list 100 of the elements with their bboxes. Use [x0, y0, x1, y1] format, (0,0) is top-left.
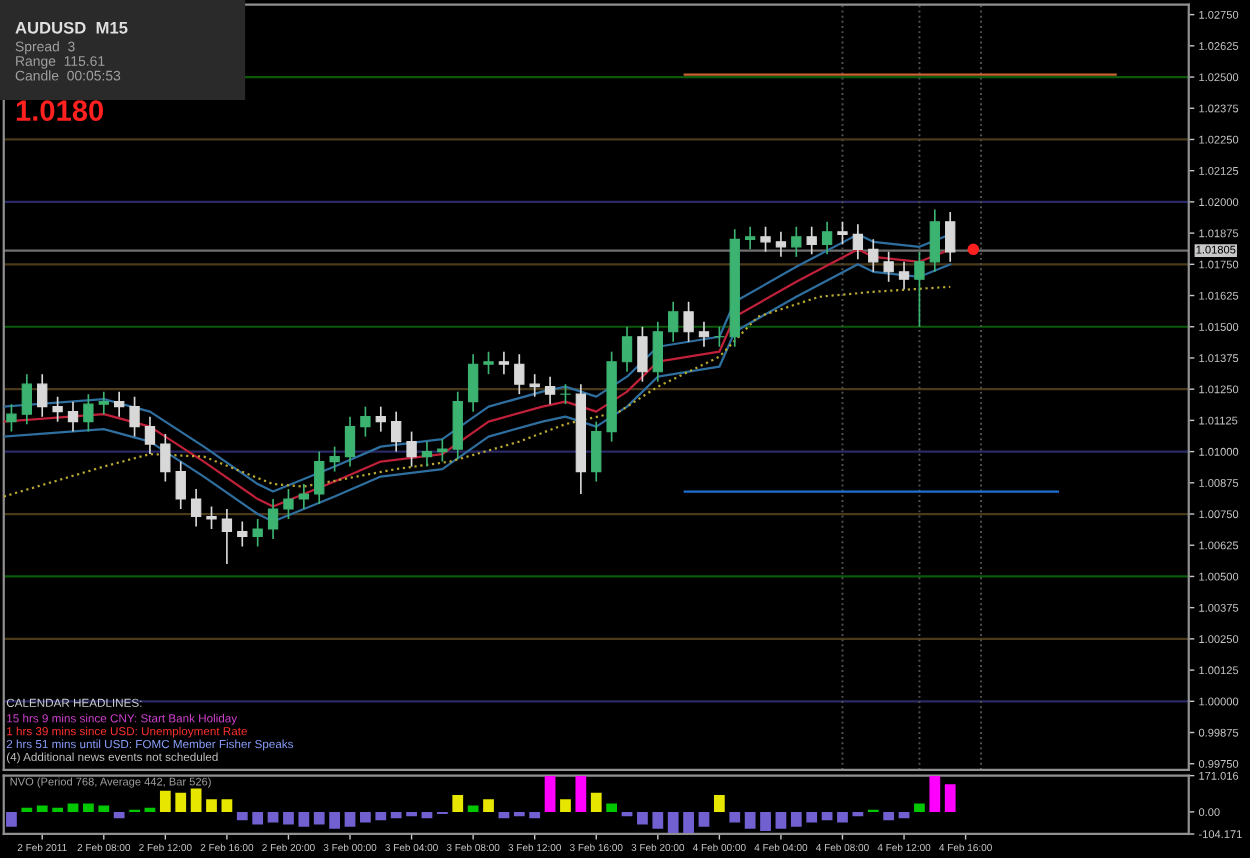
bar [698, 811, 710, 827]
bar [98, 805, 110, 812]
candlestick [775, 231, 787, 258]
bar [914, 803, 925, 812]
candlestick [298, 483, 310, 510]
bar [298, 811, 310, 827]
bar [790, 811, 802, 827]
candlestick [190, 488, 202, 528]
bar [637, 811, 648, 825]
annotation: AUDUSD M15 [15, 21, 128, 34]
candlestick [129, 395, 140, 438]
candlestick [560, 383, 571, 405]
candlestick [714, 325, 725, 348]
candlestick [437, 438, 448, 463]
bar [713, 794, 725, 812]
bar [760, 811, 771, 831]
line-series [3, 285, 952, 498]
candlestick [252, 518, 263, 548]
candlestick [421, 440, 433, 468]
bar [729, 811, 741, 823]
candlestick [67, 400, 79, 433]
candlestick [344, 415, 356, 468]
bar [560, 799, 571, 812]
bar [544, 775, 556, 812]
candlestick [391, 410, 402, 453]
bar [744, 811, 756, 829]
candlestick [544, 375, 556, 405]
bar [344, 811, 356, 827]
candlestick [98, 390, 109, 415]
candlestick [37, 373, 48, 418]
candlestick [114, 390, 125, 418]
candlestick [929, 208, 940, 273]
bar [852, 811, 864, 817]
bar [6, 811, 17, 827]
bar [513, 811, 525, 817]
bar [806, 811, 818, 823]
bar [575, 775, 587, 812]
candlestick [314, 450, 325, 505]
candlestick [375, 405, 386, 433]
candlestick [791, 226, 802, 258]
candlestick [945, 211, 956, 263]
bar [221, 799, 233, 812]
candlestick [467, 353, 479, 413]
candlestick [6, 403, 17, 433]
bar [329, 811, 341, 829]
candlestick [744, 226, 756, 251]
bar [67, 803, 79, 812]
candlestick [760, 226, 771, 253]
bar [683, 811, 694, 834]
bar [360, 811, 371, 823]
candlestick [621, 325, 633, 373]
bar [652, 811, 664, 829]
candlestick [329, 445, 340, 473]
candlestick [591, 420, 602, 483]
candlestick [267, 498, 279, 540]
candlestick [821, 221, 833, 256]
candlestick [483, 350, 494, 376]
bar [467, 805, 479, 812]
bar [236, 811, 248, 821]
candlestick [52, 395, 63, 423]
candlestick [852, 223, 864, 261]
candlestick [144, 415, 156, 455]
bar [406, 811, 417, 817]
bar [159, 790, 171, 812]
candlestick [498, 350, 510, 376]
bar [590, 792, 602, 812]
bar [375, 811, 387, 821]
bar [283, 811, 294, 825]
candlestick [668, 300, 679, 343]
bar [252, 811, 264, 825]
candlestick [914, 251, 925, 328]
candlestick [206, 505, 217, 530]
bar [83, 803, 94, 812]
candlestick [175, 460, 186, 510]
bar [36, 805, 48, 812]
candlestick [529, 373, 540, 398]
bar [313, 811, 325, 825]
bar [837, 811, 848, 823]
bar [667, 811, 679, 834]
candlestick [21, 373, 33, 425]
candlestick [83, 393, 94, 433]
candlestick [698, 320, 710, 348]
candlestick [637, 325, 648, 383]
bar [483, 799, 494, 812]
bar [944, 784, 956, 812]
bar [206, 799, 217, 812]
candlestick [868, 238, 879, 273]
candlestick [898, 260, 910, 291]
candlestick [283, 488, 294, 520]
candlestick [883, 251, 894, 283]
candlestick [837, 221, 848, 246]
candlestick [360, 405, 371, 438]
candlestick [221, 508, 233, 565]
candlestick [683, 300, 694, 343]
candlestick [514, 353, 525, 396]
bar [606, 803, 618, 812]
bar [529, 811, 541, 819]
candlestick [806, 226, 817, 256]
bar [175, 792, 187, 812]
bar [775, 811, 787, 829]
